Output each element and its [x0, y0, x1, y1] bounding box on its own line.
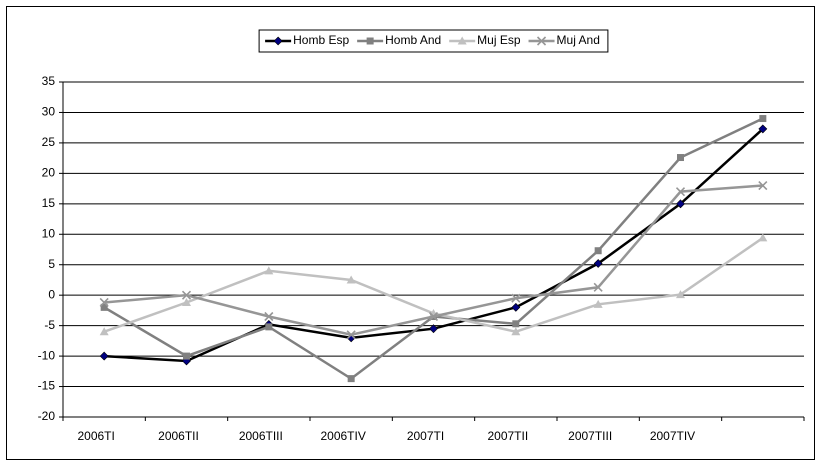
marker — [758, 124, 768, 134]
marker — [675, 187, 686, 197]
y-tick-label: -5 — [44, 318, 55, 332]
marker — [511, 327, 521, 336]
marker — [457, 36, 467, 45]
marker — [428, 311, 439, 322]
y-tick-label: -20 — [38, 409, 56, 423]
marker — [264, 311, 274, 322]
marker — [347, 375, 355, 383]
legend: Homb Esp Homb And Muj Esp Muj And — [258, 29, 609, 53]
x-tick-label: 2007TII — [487, 429, 528, 443]
y-tick-label: 10 — [42, 226, 56, 240]
y-tick-label: -15 — [38, 379, 56, 393]
x-tick-label: 2007TI — [407, 429, 444, 443]
x-tick-label: 2007TIV — [650, 429, 695, 443]
marker — [366, 37, 374, 45]
y-tick-label: 35 — [42, 74, 56, 88]
y-tick-label: 20 — [42, 166, 56, 180]
marker — [264, 266, 274, 275]
marker — [536, 36, 547, 46]
x-tick-label: 2007TIII — [568, 429, 612, 443]
marker — [99, 351, 109, 361]
marker — [593, 299, 603, 308]
legend-label: Homb And — [385, 33, 441, 47]
y-tick-label: 30 — [42, 105, 56, 119]
marker — [593, 259, 603, 268]
marker — [676, 199, 685, 209]
x-tick-label: 2006TIV — [320, 429, 365, 443]
marker — [593, 282, 603, 292]
marker — [758, 180, 768, 191]
marker — [99, 297, 109, 308]
legend-label: Homb Esp — [293, 33, 349, 47]
x-tick-label: 2006TI — [77, 429, 114, 443]
marker — [346, 275, 356, 284]
marker — [429, 324, 438, 334]
legend-label: Muj Esp — [477, 33, 521, 47]
marker — [100, 303, 108, 311]
legend-box — [258, 29, 609, 53]
marker — [511, 293, 521, 303]
marker — [758, 233, 768, 242]
marker — [273, 36, 283, 46]
legend-label: Muj And — [557, 33, 600, 47]
marker — [677, 154, 684, 162]
marker — [346, 330, 356, 340]
marker — [676, 290, 685, 299]
marker — [512, 320, 520, 328]
marker — [183, 352, 190, 360]
marker — [182, 297, 191, 306]
y-tick-label: 15 — [42, 196, 56, 210]
marker — [759, 115, 767, 123]
y-tick-label: 25 — [42, 135, 56, 149]
y-tick-label: -10 — [38, 348, 56, 362]
marker — [99, 327, 109, 336]
y-tick-label: 5 — [48, 257, 55, 271]
x-tick-label: 2006TIII — [239, 429, 283, 443]
chart-border — [6, 6, 815, 460]
marker — [265, 323, 273, 331]
x-tick-label: 2006TII — [158, 429, 199, 443]
y-tick-label: 0 — [48, 287, 55, 301]
marker — [181, 290, 192, 300]
marker — [511, 302, 521, 312]
marker — [594, 247, 602, 255]
